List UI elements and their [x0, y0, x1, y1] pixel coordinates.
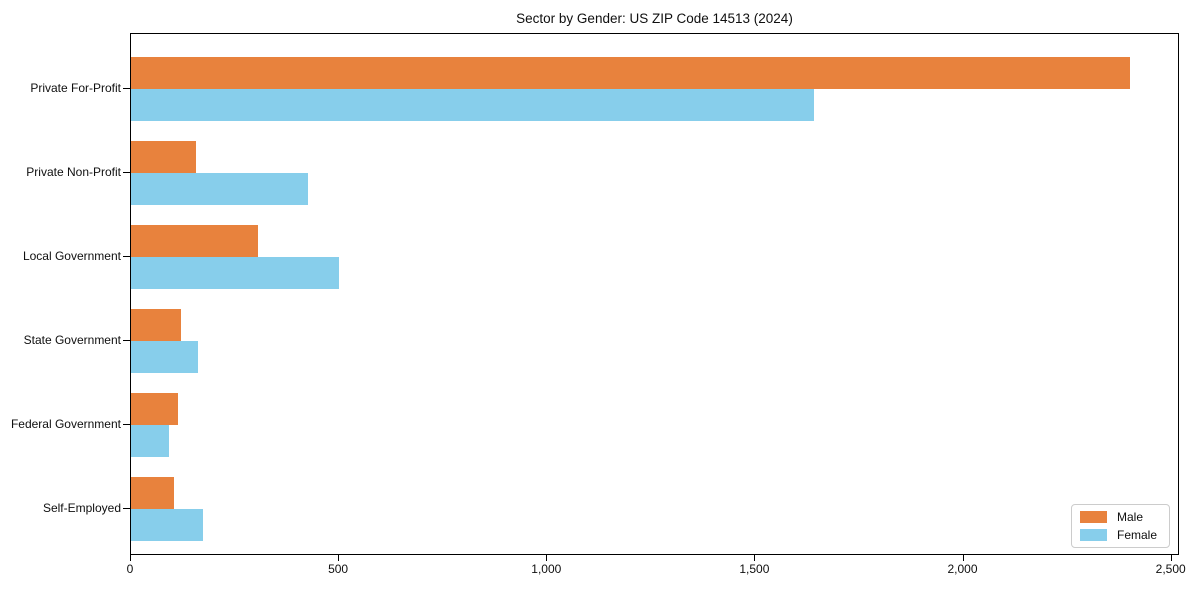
x-axis-tick-label: 1,500: [739, 562, 770, 576]
bar-male-private-for-profit: [131, 57, 1130, 89]
bar-female-state-government: [131, 341, 198, 373]
bar-male-self-employed: [131, 477, 175, 509]
y-axis-category-label: Private Non-Profit: [26, 165, 121, 179]
x-axis-tick-label: 500: [328, 562, 349, 576]
y-axis-category-label: Local Government: [22, 249, 121, 263]
bar-male-state-government: [131, 309, 181, 341]
x-axis-tick-label: 1,000: [531, 562, 562, 576]
legend-item-female: Female: [1079, 528, 1157, 542]
y-tick-mark: [123, 172, 130, 173]
x-axis-tick-label: 2,000: [947, 562, 978, 576]
bar-male-local-government: [131, 225, 258, 257]
y-tick-mark: [123, 508, 130, 509]
x-tick-mark: [754, 555, 756, 561]
legend-item-male: Male: [1079, 510, 1157, 524]
x-tick-mark: [1170, 555, 1172, 561]
chart-title: Sector by Gender: US ZIP Code 14513 (202…: [516, 11, 793, 26]
bar-female-self-employed: [131, 509, 203, 541]
bar-female-private-non-profit: [131, 173, 308, 205]
y-axis-category-label: Private For-Profit: [30, 81, 121, 95]
bar-male-private-non-profit: [131, 141, 196, 173]
legend-swatch-male: [1079, 511, 1107, 523]
legend-label-female: Female: [1116, 528, 1157, 542]
legend-swatch-female: [1079, 529, 1107, 541]
y-tick-mark: [123, 424, 130, 425]
x-tick-mark: [130, 555, 131, 561]
y-axis-category-label: Federal Government: [10, 417, 121, 431]
x-axis-tick-label: 2,500: [1155, 562, 1186, 576]
x-tick-mark: [546, 555, 548, 561]
bar-male-federal-government: [131, 393, 178, 425]
x-tick-mark: [338, 555, 340, 561]
x-axis-tick-label: 0: [126, 562, 134, 576]
plot-area: Male Female: [130, 33, 1179, 555]
y-axis-category-label: Self-Employed: [42, 501, 121, 515]
y-tick-mark: [123, 88, 130, 89]
legend-label-male: Male: [1116, 510, 1143, 524]
bar-female-federal-government: [131, 425, 169, 457]
y-tick-mark: [123, 340, 130, 341]
y-axis-category-label: State Government: [23, 333, 121, 347]
bar-female-local-government: [131, 257, 340, 289]
y-tick-mark: [123, 256, 130, 257]
x-tick-mark: [962, 555, 964, 561]
bar-female-private-for-profit: [131, 89, 814, 121]
legend: Male Female: [1070, 504, 1170, 548]
